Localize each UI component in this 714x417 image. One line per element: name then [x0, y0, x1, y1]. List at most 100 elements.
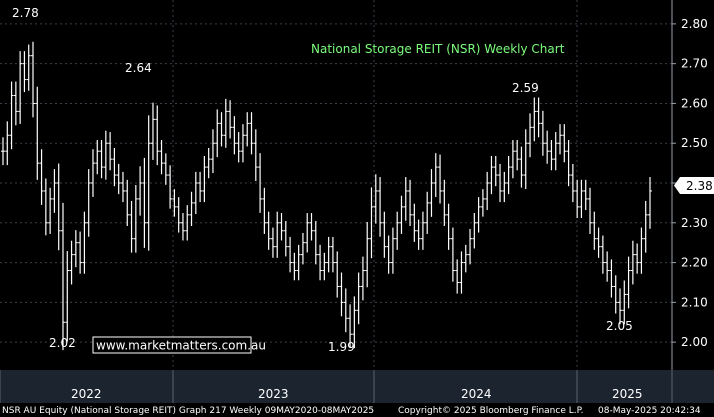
y-tick-label: 2.80: [681, 17, 708, 31]
ohlc-bar: [592, 211, 597, 250]
ohlc-bar: [403, 177, 408, 221]
x-tick-2023: 2023: [258, 387, 289, 401]
ohlc-bar: [219, 112, 224, 147]
ohlc-bar: [185, 205, 190, 241]
ohlc-bar: [9, 81, 14, 150]
annotation-low-2025: 2.05: [606, 319, 633, 333]
ohlc-bar: [558, 124, 563, 155]
ohlc-bar: [365, 222, 370, 288]
ohlc-bar: [108, 132, 113, 171]
ohlc-bar: [575, 179, 580, 219]
annotation-high-2022: 2.78: [12, 6, 39, 20]
annotation-low-2023: 1.99: [328, 340, 355, 354]
ohlc-bar: [613, 275, 618, 314]
ohlc-bar: [133, 185, 138, 253]
ohlc-bar: [339, 272, 344, 317]
ohlc-bar: [283, 221, 288, 257]
ohlc-bar: [596, 227, 601, 258]
ohlc-bar: [245, 112, 250, 147]
ohlc-bar: [69, 240, 74, 285]
ohlc-bar: [570, 163, 575, 203]
watermark-text: www.marketmatters.com.au: [96, 339, 266, 353]
ohlc-bar: [468, 228, 473, 265]
ohlc-bar: [540, 110, 545, 156]
ohlc-bar: [168, 165, 173, 209]
ohlc-bar: [498, 163, 503, 203]
ohlc-bar: [643, 200, 648, 253]
y-tick-label: 2.60: [681, 96, 708, 110]
ohlc-bar: [35, 86, 40, 180]
ohlc-bar: [420, 211, 425, 250]
chart-title: National Storage REIT (NSR) Weekly Chart: [311, 42, 565, 56]
ohlc-bar: [330, 236, 335, 273]
ohlc-bar: [150, 102, 155, 160]
ohlc-bar: [236, 132, 241, 163]
ohlc-bar: [485, 171, 490, 211]
ohlc-bar: [198, 171, 203, 203]
ohlc-bar: [519, 146, 524, 188]
ohlc-bar: [73, 230, 78, 268]
ohlc-bar: [13, 81, 18, 126]
ohlc-bar: [300, 232, 305, 265]
ohlc-bar: [356, 272, 361, 325]
ohlc-bar: [438, 154, 443, 204]
x-tick-2022: 2022: [71, 387, 102, 401]
ohlc-bar: [112, 148, 117, 187]
ohlc-bar: [116, 163, 121, 195]
ohlc-bar: [65, 251, 70, 342]
ohlc-bar: [622, 280, 627, 325]
last-price-label: 2.38: [686, 179, 713, 193]
ohlc-bar: [648, 177, 652, 229]
footer-timestamp: 08-May-2025 20:42:34: [598, 406, 701, 416]
y-tick-label: 2.00: [681, 335, 708, 349]
ohlc-bar: [146, 115, 151, 251]
ohlc-bar: [360, 256, 365, 301]
last-price-tag: 2.38: [674, 177, 714, 194]
ohlc-bar: [626, 256, 631, 309]
ohlc-bar: [56, 163, 61, 251]
ohlc-bar: [258, 153, 263, 213]
ohlc-bar: [193, 171, 198, 215]
ohlc-bar: [618, 288, 623, 325]
annotation-peak-2022: 2.64: [125, 61, 152, 75]
ohlc-bar: [18, 51, 23, 124]
ohlc-bar: [163, 153, 168, 185]
ohlc-bar: [553, 132, 558, 171]
ohlc-bar: [305, 213, 310, 253]
ohlc-bar: [270, 227, 275, 258]
ohlc-bar: [489, 155, 494, 195]
ohlc-bar: [549, 140, 554, 171]
ohlc-bar: [472, 213, 477, 249]
ohlc-bar: [399, 195, 404, 234]
footer-band: [0, 403, 714, 417]
ohlc-bar: [502, 171, 507, 203]
ohlc-bar: [172, 189, 177, 217]
ohlc-bar: [515, 140, 520, 171]
ohlc-bar: [386, 235, 391, 274]
ohlc-bar: [90, 149, 95, 197]
ohlc-bar: [510, 140, 515, 179]
ohlc-bar: [528, 113, 533, 158]
ohlc-bar: [142, 157, 147, 248]
ohlc-bar: [373, 174, 378, 224]
ohlc-bar: [639, 227, 644, 274]
y-tick-label: 2.70: [681, 57, 708, 71]
ohlc-bar: [30, 41, 35, 118]
watermark-box: [92, 336, 252, 354]
x-tick-2025: 2025: [612, 387, 643, 401]
ohlc-bar: [446, 203, 451, 250]
ohlc-bar: [318, 244, 323, 281]
y-tick-label: 2.10: [681, 295, 708, 309]
ohlc-bar: [390, 227, 395, 274]
ohlc-bar: [562, 124, 567, 163]
ohlc-bars: [1, 41, 652, 351]
ohlc-bar: [343, 288, 348, 333]
ohlc-bar: [206, 148, 211, 179]
ohlc-bar: [442, 179, 447, 226]
ohlc-bar: [352, 296, 357, 349]
ohlc-bar: [408, 179, 413, 226]
ohlc-bar: [99, 140, 104, 179]
ohlc-bar: [545, 130, 550, 164]
ohlc-bar: [369, 187, 374, 259]
